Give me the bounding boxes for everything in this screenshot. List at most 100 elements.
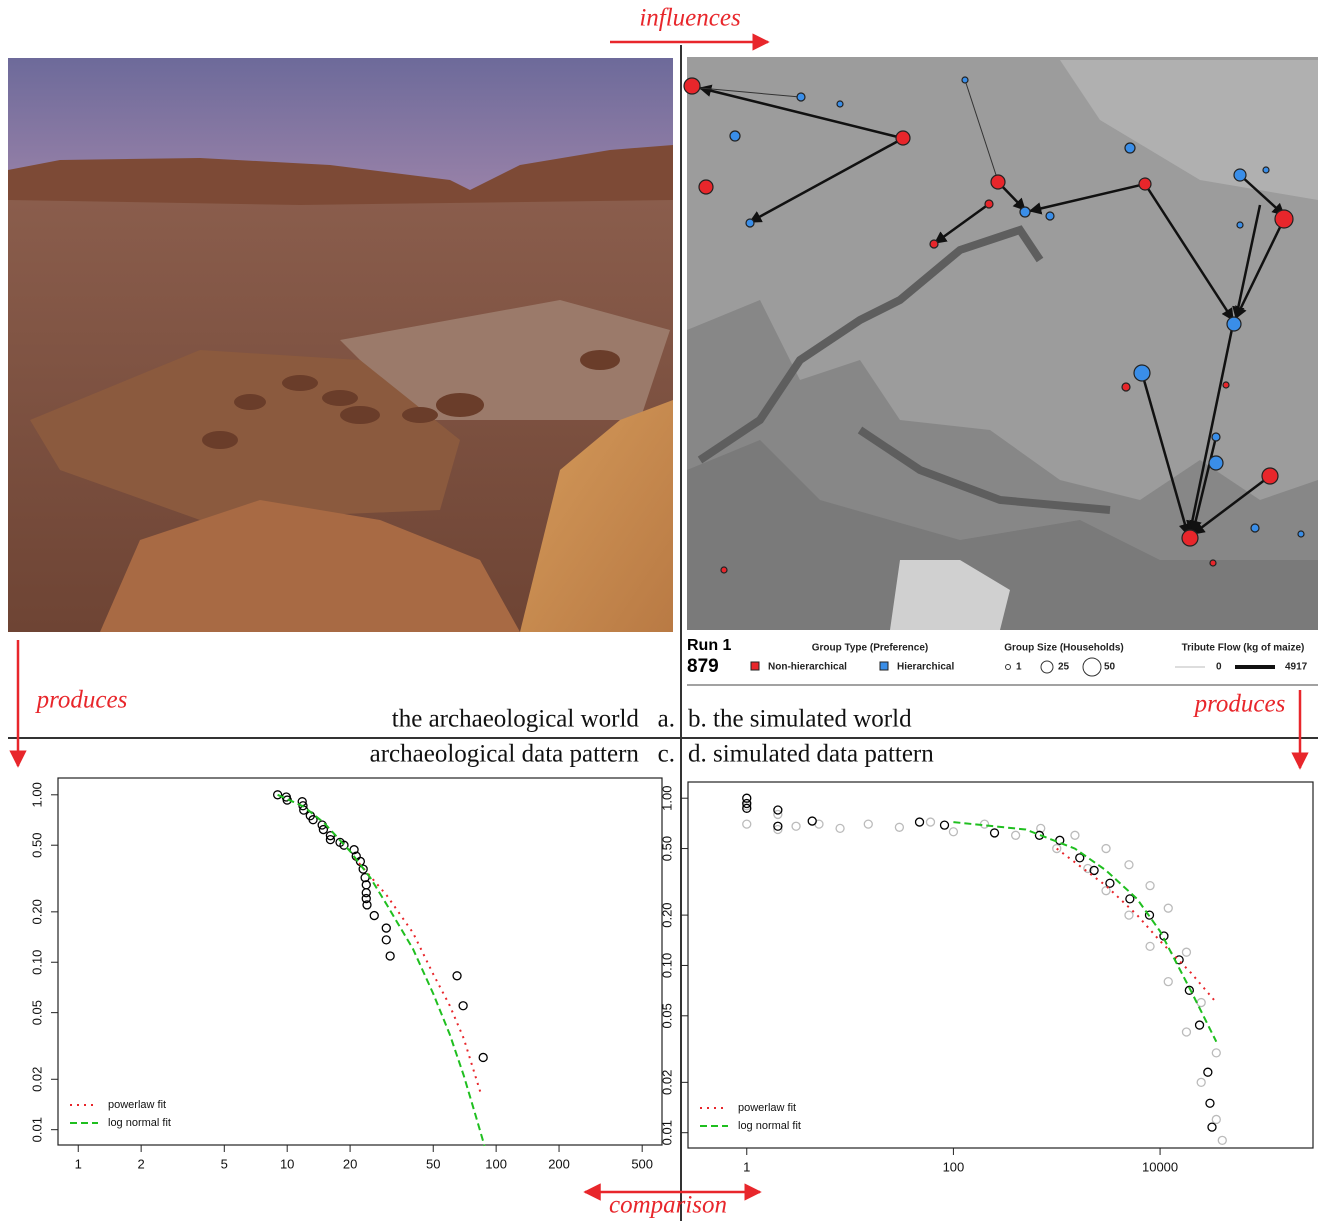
- data-point: [1197, 999, 1205, 1007]
- y-tick-label: 0.01: [29, 1117, 44, 1142]
- plot-frame: [58, 778, 662, 1145]
- data-point: [459, 1002, 467, 1010]
- y-tick-label: 1.00: [659, 786, 674, 811]
- data-point: [836, 824, 844, 832]
- legend-label: log normal fit: [738, 1120, 801, 1132]
- figure: Run 1 879 Group Type (Preference) Non-hi…: [0, 0, 1325, 1221]
- data-point: [808, 817, 816, 825]
- arrow-label: comparison: [609, 1192, 727, 1219]
- panel-caption: archaeological data pattern c.: [370, 741, 675, 768]
- data-point: [1206, 1099, 1214, 1107]
- group-type-title: Group Type (Preference): [812, 643, 929, 654]
- fit-line: [278, 795, 485, 1146]
- legend-label: powerlaw fit: [738, 1102, 796, 1114]
- plot-frame: [688, 782, 1313, 1148]
- data-point: [1012, 831, 1020, 839]
- run-label: Run 1: [687, 637, 732, 654]
- run-value: 879: [687, 656, 719, 677]
- x-tick-label: 200: [548, 1156, 570, 1171]
- data-point: [1182, 948, 1190, 956]
- data-point: [1204, 1068, 1212, 1076]
- legend-swatch: [751, 662, 759, 670]
- data-point: [319, 826, 327, 834]
- data-point: [1212, 1115, 1220, 1123]
- data-point: [1071, 831, 1079, 839]
- photo: [8, 58, 673, 632]
- legend-label: powerlaw fit: [108, 1099, 166, 1111]
- data-point: [792, 822, 800, 830]
- data-point: [1212, 1049, 1220, 1057]
- data-point: [1196, 1021, 1204, 1029]
- data-point: [479, 1053, 487, 1061]
- data-point: [1102, 845, 1110, 853]
- legend-label: 0: [1216, 662, 1222, 673]
- legend-label: 1: [1016, 662, 1022, 673]
- data-point: [1218, 1136, 1226, 1144]
- data-point: [1106, 879, 1114, 887]
- fit-line: [1057, 849, 1217, 1003]
- tribute-title: Tribute Flow (kg of maize): [1182, 643, 1305, 654]
- data-point: [1197, 1078, 1205, 1086]
- x-tick-label: 1: [75, 1156, 82, 1171]
- x-tick-label: 100: [943, 1159, 965, 1174]
- x-tick-label: 2: [138, 1156, 145, 1171]
- y-tick-label: 0.20: [29, 899, 44, 924]
- data-point: [1164, 904, 1172, 912]
- legend-label: 50: [1104, 662, 1116, 673]
- data-point: [370, 912, 378, 920]
- x-tick-label: 1: [743, 1159, 750, 1174]
- size-swatch: [1041, 661, 1053, 673]
- y-tick-label: 0.05: [29, 1000, 44, 1025]
- arrow-label: produces: [35, 687, 128, 714]
- size-swatch: [1083, 658, 1101, 676]
- arrow-label: produces: [1193, 691, 1286, 718]
- size-swatch: [1006, 665, 1011, 670]
- group-size-title: Group Size (Households): [1004, 643, 1123, 654]
- data-point: [382, 924, 390, 932]
- y-tick-label: 0.01: [659, 1120, 674, 1145]
- y-tick-label: 0.02: [29, 1067, 44, 1092]
- fit-line: [355, 858, 482, 1096]
- x-tick-label: 100: [485, 1156, 507, 1171]
- data-point: [1125, 861, 1133, 869]
- x-tick-label: 20: [343, 1156, 357, 1171]
- panel-caption: the archaeological world a.: [392, 706, 675, 733]
- x-tick-label: 50: [426, 1156, 440, 1171]
- y-tick-label: 0.10: [29, 950, 44, 975]
- y-tick-label: 0.20: [659, 902, 674, 927]
- y-tick-label: 0.05: [659, 1003, 674, 1028]
- fit-line: [953, 822, 1216, 1042]
- data-point: [1164, 978, 1172, 986]
- y-tick-label: 0.02: [659, 1070, 674, 1095]
- legend-label: Hierarchical: [897, 662, 954, 673]
- data-point: [453, 972, 461, 980]
- legend-swatch: [880, 662, 888, 670]
- data-point: [1208, 1123, 1216, 1131]
- data-point: [1182, 1028, 1190, 1036]
- x-tick-label: 10: [280, 1156, 294, 1171]
- simulation-map: [684, 57, 1318, 630]
- data-point: [382, 936, 390, 944]
- data-point: [949, 828, 957, 836]
- legend-label: 25: [1058, 662, 1070, 673]
- y-tick-label: 1.00: [29, 782, 44, 807]
- arrow-label: influences: [639, 5, 740, 32]
- panel-caption: b. the simulated world: [688, 706, 912, 733]
- legend-label: 4917: [1285, 662, 1308, 673]
- data-point: [895, 823, 903, 831]
- data-point: [1125, 911, 1133, 919]
- map-legend: Run 1 879 Group Type (Preference) Non-hi…: [687, 637, 1318, 685]
- data-point: [386, 952, 394, 960]
- data-point: [743, 820, 751, 828]
- y-tick-label: 0.10: [659, 953, 674, 978]
- data-point: [941, 821, 949, 829]
- data-point: [926, 818, 934, 826]
- y-tick-label: 0.50: [29, 833, 44, 858]
- data-point: [916, 818, 924, 826]
- data-point: [1146, 942, 1154, 950]
- x-tick-label: 10000: [1142, 1159, 1178, 1174]
- data-point: [1146, 882, 1154, 890]
- x-tick-label: 5: [221, 1156, 228, 1171]
- panel-caption: d. simulated data pattern: [688, 741, 934, 768]
- data-point: [864, 820, 872, 828]
